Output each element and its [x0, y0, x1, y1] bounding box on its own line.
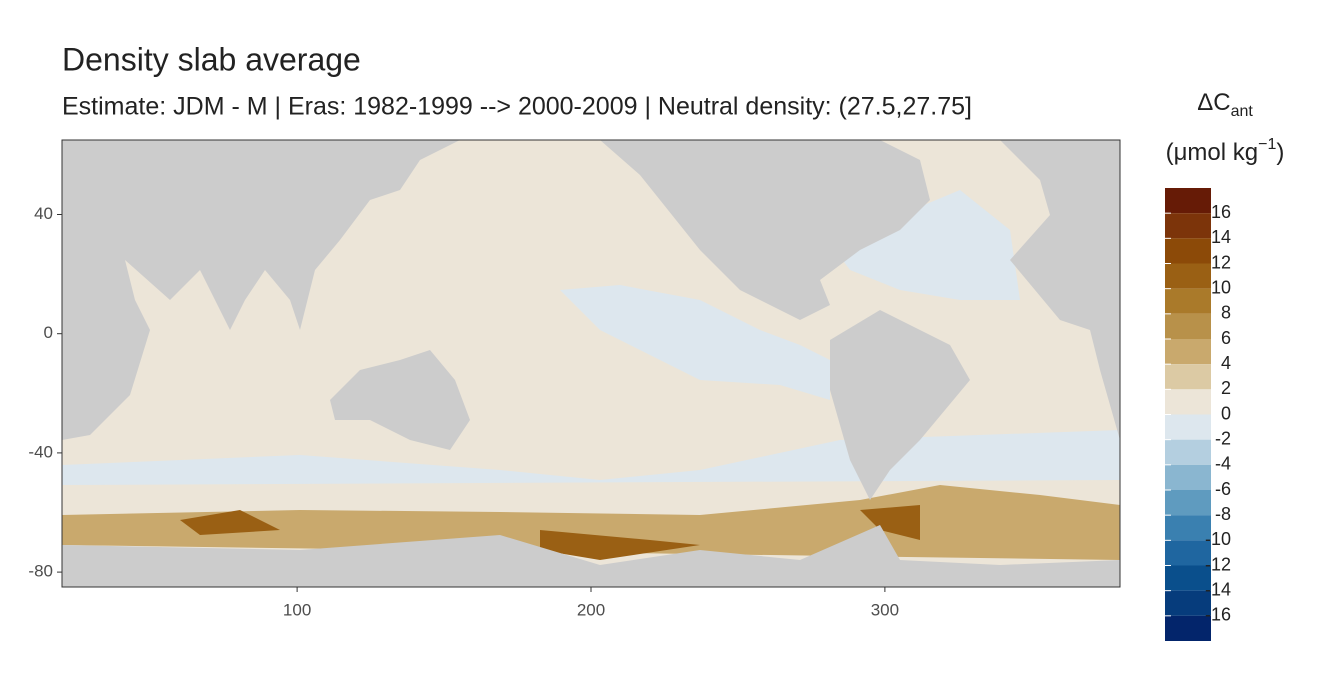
- land: [330, 350, 470, 450]
- region: [820, 190, 1020, 300]
- colorbar-label: 2: [1221, 378, 1231, 398]
- colorbar-label: -4: [1215, 454, 1231, 474]
- land: [62, 525, 1120, 587]
- colorbar-bin: [1165, 590, 1211, 616]
- colorbar-label: 16: [1211, 202, 1231, 222]
- colorbar-label: 6: [1221, 328, 1231, 348]
- region: [560, 285, 830, 400]
- colorbar-label: 4: [1221, 353, 1231, 373]
- colorbar-bin: [1165, 339, 1211, 365]
- y-tick-label: -40: [28, 442, 53, 461]
- colorbar-label: -14: [1205, 579, 1231, 599]
- colorbar-label: 12: [1211, 252, 1231, 272]
- colorbar-label: 10: [1211, 277, 1231, 297]
- chart-title: Density slab average: [62, 41, 361, 77]
- colorbar-bin: [1165, 313, 1211, 339]
- colorbar-label: 0: [1221, 403, 1231, 423]
- land: [62, 140, 460, 440]
- colorbar-label: -12: [1205, 554, 1231, 574]
- legend-unit-text: (μmol kg: [1166, 139, 1259, 166]
- colorbar-label: -8: [1215, 504, 1231, 524]
- colorbar-bin: [1165, 288, 1211, 314]
- colorbar-bin: [1165, 414, 1211, 440]
- x-tick-label: 300: [871, 600, 899, 619]
- legend-title-symbol: ΔC: [1197, 89, 1230, 116]
- colorbar-label: -10: [1205, 529, 1231, 549]
- colorbar-bin: [1165, 263, 1211, 289]
- colorbar-label: 8: [1221, 303, 1231, 323]
- region: [180, 505, 920, 560]
- colorbar-bin: [1165, 439, 1211, 465]
- colorbar-bin: [1165, 464, 1211, 490]
- colorbar-bin: [1165, 188, 1211, 214]
- colorbar-bin: [1165, 213, 1211, 239]
- land: [600, 140, 930, 320]
- colorbar-label: -6: [1215, 479, 1231, 499]
- y-tick-label: 0: [44, 323, 53, 342]
- colorbar-bin: [1165, 615, 1211, 641]
- x-tick-label: 100: [283, 600, 311, 619]
- x-tick-label: 200: [577, 600, 605, 619]
- legend-unit: (μmol kg−1): [1166, 136, 1285, 166]
- colorbar-bin: [1165, 389, 1211, 415]
- colorbar-bin: [1165, 238, 1211, 264]
- legend-unit-close: ): [1276, 139, 1284, 166]
- colorbar-label: -16: [1205, 605, 1231, 625]
- colorbar-bin: [1165, 490, 1211, 516]
- colorbar-label: -2: [1215, 428, 1231, 448]
- legend-unit-superscript: −1: [1258, 136, 1276, 153]
- y-tick-label: 40: [34, 204, 53, 223]
- colorbar-bin: [1165, 364, 1211, 390]
- chart-subtitle: Estimate: JDM - M | Eras: 1982-1999 --> …: [62, 93, 972, 121]
- land: [1000, 140, 1120, 440]
- colorbar-bin: [1165, 540, 1211, 566]
- y-tick-label: -80: [28, 562, 53, 581]
- colorbar-label: 14: [1211, 227, 1231, 247]
- map-layer: [61, 139, 1121, 588]
- colorbar-bin: [1165, 565, 1211, 591]
- colorbar-bin: [1165, 515, 1211, 541]
- legend-title-subscript: ant: [1231, 103, 1254, 120]
- legend-title: ΔCant: [1197, 89, 1253, 120]
- land: [830, 310, 970, 500]
